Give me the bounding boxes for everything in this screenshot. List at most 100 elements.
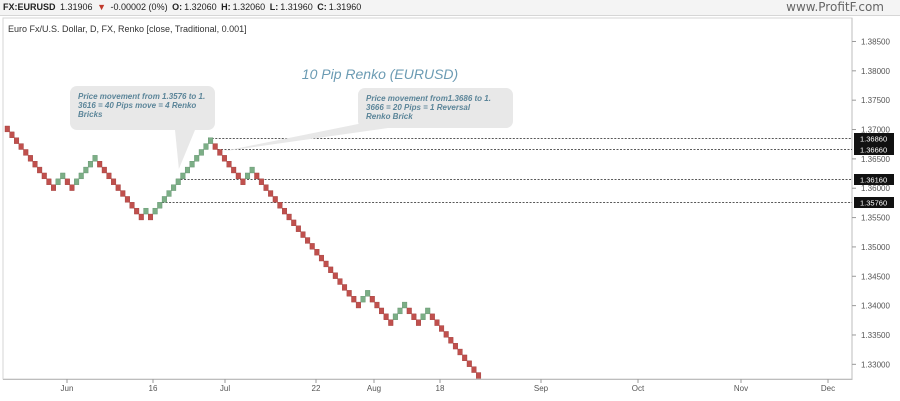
renko-brick-down: [226, 161, 232, 168]
renko-brick-down: [268, 190, 274, 197]
renko-bricks: [4, 125, 482, 379]
y-tick-label: 1.37000: [861, 126, 890, 135]
last-price: 1.31906: [60, 2, 93, 12]
renko-brick-down: [305, 237, 311, 244]
symbol-header: FX:EURUSD 1.31906 ▼ -0.00002 (0%) O: 1.32…: [0, 0, 900, 16]
renko-brick-down: [351, 296, 357, 303]
renko-brick-down: [309, 243, 315, 250]
renko-brick-down: [235, 172, 241, 180]
watermark: www.ProfitF.com: [786, 0, 884, 14]
x-tick-label: 16: [149, 384, 158, 393]
renko-brick-up: [189, 161, 195, 168]
level-tag-bg: [854, 197, 894, 208]
renko-brick-down: [69, 184, 75, 191]
renko-brick-up: [180, 172, 186, 180]
renko-brick-up: [166, 190, 172, 197]
renko-brick-down: [4, 125, 10, 133]
renko-brick-down: [291, 219, 297, 226]
renko-brick-down: [332, 272, 338, 279]
callout-box: [358, 88, 513, 128]
renko-brick-down: [37, 166, 43, 174]
y-tick-label: 1.33000: [861, 360, 890, 369]
renko-brick-down: [277, 202, 283, 209]
callout-text-line: Renko Brick: [366, 112, 413, 121]
callout-text-line: 3666 = 20 Pips = 1 Reversal: [366, 103, 471, 112]
close-value: 1.31960: [328, 2, 362, 12]
renko-brick-down: [124, 196, 130, 203]
level-tag-label: 1.35760: [860, 199, 887, 208]
renko-brick-down: [263, 184, 269, 191]
x-tick-label: Oct: [632, 384, 645, 393]
renko-brick-down: [457, 348, 463, 356]
renko-brick-down: [231, 166, 237, 174]
low-value: 1.31960: [280, 2, 313, 12]
renko-brick-down: [46, 178, 52, 185]
renko-brick-down: [23, 149, 29, 156]
renko-brick-down: [452, 342, 458, 350]
x-tick-label: 22: [312, 384, 321, 393]
renko-brick-down: [439, 325, 445, 332]
renko-brick-down: [318, 254, 324, 262]
renko-brick-up: [194, 155, 200, 162]
renko-brick-up: [392, 313, 398, 320]
callout-pointer: [175, 130, 195, 169]
level-tag-bg: [854, 144, 894, 155]
high-label: H:: [221, 2, 231, 12]
level-tags: 1.36860 1.36660 1.36160 1.35760: [854, 133, 894, 208]
renko-brick-up: [249, 166, 255, 174]
renko-brick-down: [462, 354, 468, 362]
renko-brick-down: [295, 225, 301, 232]
renko-brick-down: [32, 161, 38, 168]
renko-brick-up: [92, 155, 98, 162]
renko-brick-down: [111, 178, 117, 185]
renko-brick-down: [379, 307, 385, 315]
y-tick-label: 1.34500: [861, 272, 890, 281]
renko-brick-down: [328, 266, 334, 273]
renko-brick-up: [203, 143, 209, 150]
renko-brick-up: [402, 301, 408, 309]
renko-brick-down: [97, 161, 103, 168]
chart-title: 10 Pip Renko (EURUSD): [302, 66, 458, 82]
renko-brick-down: [221, 155, 227, 162]
renko-brick-down: [41, 172, 47, 180]
renko-brick-up: [152, 207, 158, 215]
renko-brick-down: [254, 172, 260, 180]
renko-brick-up: [397, 307, 403, 315]
plot-frame: [2, 17, 853, 380]
renko-brick-down: [369, 296, 375, 303]
renko-brick-down: [115, 184, 121, 191]
renko-brick-up: [420, 313, 426, 320]
renko-brick-down: [282, 207, 288, 215]
symbol-name[interactable]: FX:EURUSD: [3, 2, 56, 12]
renko-brick-down: [314, 249, 320, 256]
level-tag-bg: [854, 174, 894, 185]
renko-brick-up: [157, 202, 163, 209]
level-tag-bg: [854, 133, 894, 144]
renko-brick-down: [355, 301, 361, 309]
renko-brick-up: [161, 196, 167, 203]
down-arrow-icon: ▼: [97, 2, 107, 12]
open-value: 1.32060: [184, 2, 217, 12]
x-tick-label: Nov: [734, 384, 748, 393]
renko-brick-down: [27, 155, 33, 162]
time-axis: Jun 16 Jul 22 Aug 18 Sep Oct Nov Dec: [61, 379, 835, 393]
y-tick-label: 1.37500: [861, 96, 890, 105]
renko-brick-down: [471, 366, 477, 373]
renko-brick-down: [323, 260, 329, 268]
renko-brick-down: [337, 278, 343, 285]
renko-brick-down: [374, 301, 380, 309]
callout-pointer: [221, 122, 388, 152]
level-tag-label: 1.36160: [860, 176, 887, 185]
callout-box: [70, 86, 215, 130]
renko-brick-down: [51, 184, 57, 191]
renko-brick-up: [245, 172, 251, 180]
renko-brick-down: [18, 143, 24, 150]
y-tick-label: 1.36500: [861, 155, 890, 164]
renko-brick-down: [429, 313, 435, 320]
renko-brick-up: [184, 166, 190, 174]
renko-brick-up: [143, 207, 149, 215]
renko-brick-down: [134, 207, 140, 215]
y-tick-label: 1.34000: [861, 302, 890, 311]
renko-brick-down: [342, 284, 348, 291]
